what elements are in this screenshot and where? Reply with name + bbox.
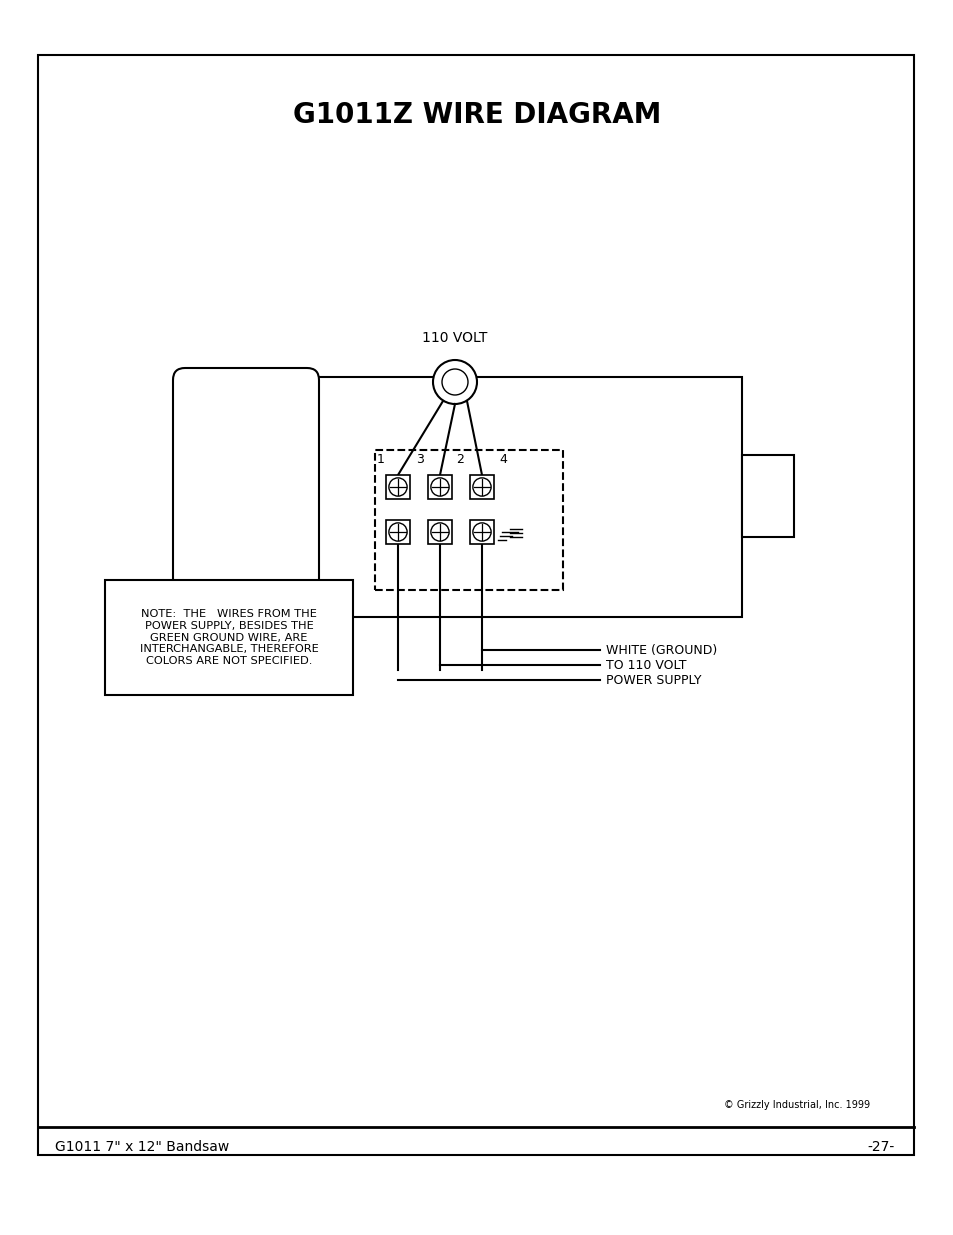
Text: 4: 4 xyxy=(498,452,506,466)
Bar xyxy=(303,377,741,618)
Text: G1011 7" x 12" Bandsaw: G1011 7" x 12" Bandsaw xyxy=(55,1140,229,1153)
Text: 1: 1 xyxy=(376,452,384,466)
Bar xyxy=(386,475,410,499)
Circle shape xyxy=(431,478,449,496)
Circle shape xyxy=(389,522,407,541)
Text: WHITE (GROUND): WHITE (GROUND) xyxy=(605,643,717,657)
Bar xyxy=(38,56,913,1155)
Bar xyxy=(105,580,353,695)
Text: NOTE:  THE   WIRES FROM THE
POWER SUPPLY, BESIDES THE
GREEN GROUND WIRE, ARE
INT: NOTE: THE WIRES FROM THE POWER SUPPLY, B… xyxy=(139,609,318,666)
Bar xyxy=(428,520,452,543)
Text: G1011Z WIRE DIAGRAM: G1011Z WIRE DIAGRAM xyxy=(293,101,660,128)
Text: © Grizzly Industrial, Inc. 1999: © Grizzly Industrial, Inc. 1999 xyxy=(723,1100,869,1110)
Bar xyxy=(470,475,494,499)
Circle shape xyxy=(441,369,468,395)
Bar xyxy=(470,520,494,543)
Circle shape xyxy=(473,522,491,541)
Text: 2: 2 xyxy=(456,452,463,466)
Circle shape xyxy=(433,359,476,404)
Text: 3: 3 xyxy=(416,452,423,466)
Bar xyxy=(741,454,793,537)
FancyBboxPatch shape xyxy=(172,368,318,601)
Bar xyxy=(386,520,410,543)
Bar xyxy=(428,475,452,499)
Text: TO 110 VOLT: TO 110 VOLT xyxy=(605,658,686,672)
Text: -27-: -27- xyxy=(867,1140,894,1153)
Bar xyxy=(375,450,562,590)
Circle shape xyxy=(389,478,407,496)
Circle shape xyxy=(431,522,449,541)
Text: POWER SUPPLY: POWER SUPPLY xyxy=(605,673,700,687)
Text: 110 VOLT: 110 VOLT xyxy=(422,331,487,345)
Circle shape xyxy=(473,478,491,496)
